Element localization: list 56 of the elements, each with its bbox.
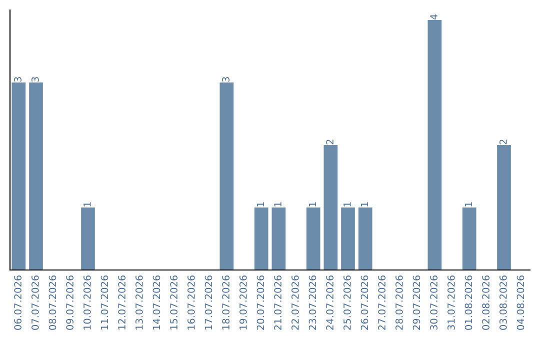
x-tick-label: 06.07.2026 [14, 275, 22, 330]
x-tick-label: 23.07.2026 [308, 275, 316, 330]
bar [497, 145, 511, 270]
bar [306, 208, 320, 270]
bar [12, 82, 26, 270]
x-tick-label: 02.08.2026 [482, 275, 490, 330]
data-label: 1 [84, 202, 91, 206]
x-tick-label: 08.07.2026 [48, 275, 56, 330]
data-label: 4 [430, 14, 438, 20]
bar [341, 208, 355, 270]
x-tick-label: 22.07.2026 [291, 275, 299, 330]
data-label: 1 [464, 202, 472, 206]
x-tick-label: 27.07.2026 [378, 275, 386, 330]
x-tick-label: 20.07.2026 [256, 275, 264, 330]
x-tick-label: 21.07.2026 [274, 275, 282, 330]
data-label: 3 [222, 77, 230, 82]
x-tick-label: 29.07.2026 [412, 275, 420, 330]
x-tick-label: 01.08.2026 [464, 275, 472, 330]
bar [462, 208, 476, 270]
x-tick-label: 30.07.2026 [430, 275, 438, 330]
x-tick-label: 17.07.2026 [204, 275, 212, 330]
data-label: 1 [274, 202, 282, 206]
x-tick-label: 24.07.2026 [326, 275, 334, 330]
data-label: 1 [308, 202, 316, 206]
x-tick-label: 04.08.2026 [516, 275, 524, 330]
bar [272, 208, 286, 270]
bar [324, 145, 338, 270]
bar [81, 208, 95, 270]
x-tick-label: 26.07.2026 [360, 275, 368, 330]
x-tick-label: 25.07.2026 [343, 275, 351, 330]
bar [254, 208, 268, 270]
data-label: 1 [360, 202, 368, 206]
bar [220, 82, 234, 270]
bar [428, 20, 442, 270]
x-tick-label: 14.07.2026 [152, 275, 160, 330]
x-tick-label: 10.07.2026 [83, 275, 91, 330]
data-label: 3 [14, 77, 22, 82]
x-tick-label: 31.07.2026 [447, 275, 455, 330]
x-tick-label: 13.07.2026 [135, 275, 143, 330]
x-tick-label: 16.07.2026 [187, 275, 195, 330]
bar [358, 208, 372, 270]
x-tick-label: 19.07.2026 [239, 275, 247, 330]
x-tick-label: 18.07.2026 [222, 275, 230, 330]
data-label: 1 [344, 202, 351, 206]
data-label: 1 [256, 202, 264, 206]
data-label: 2 [499, 140, 507, 144]
bar [29, 82, 43, 270]
data-label: 3 [31, 77, 39, 82]
x-tick-label: 12.07.2026 [118, 275, 126, 330]
x-tick-label: 09.07.2026 [66, 275, 74, 330]
x-tick-label: 11.07.2026 [100, 275, 108, 330]
x-tick-label: 15.07.2026 [170, 275, 178, 330]
x-tick-label: 03.08.2026 [499, 275, 507, 330]
data-label: 2 [326, 140, 334, 144]
x-tick-label: 07.07.2026 [31, 275, 39, 330]
x-tick-label: 28.07.2026 [395, 275, 403, 330]
